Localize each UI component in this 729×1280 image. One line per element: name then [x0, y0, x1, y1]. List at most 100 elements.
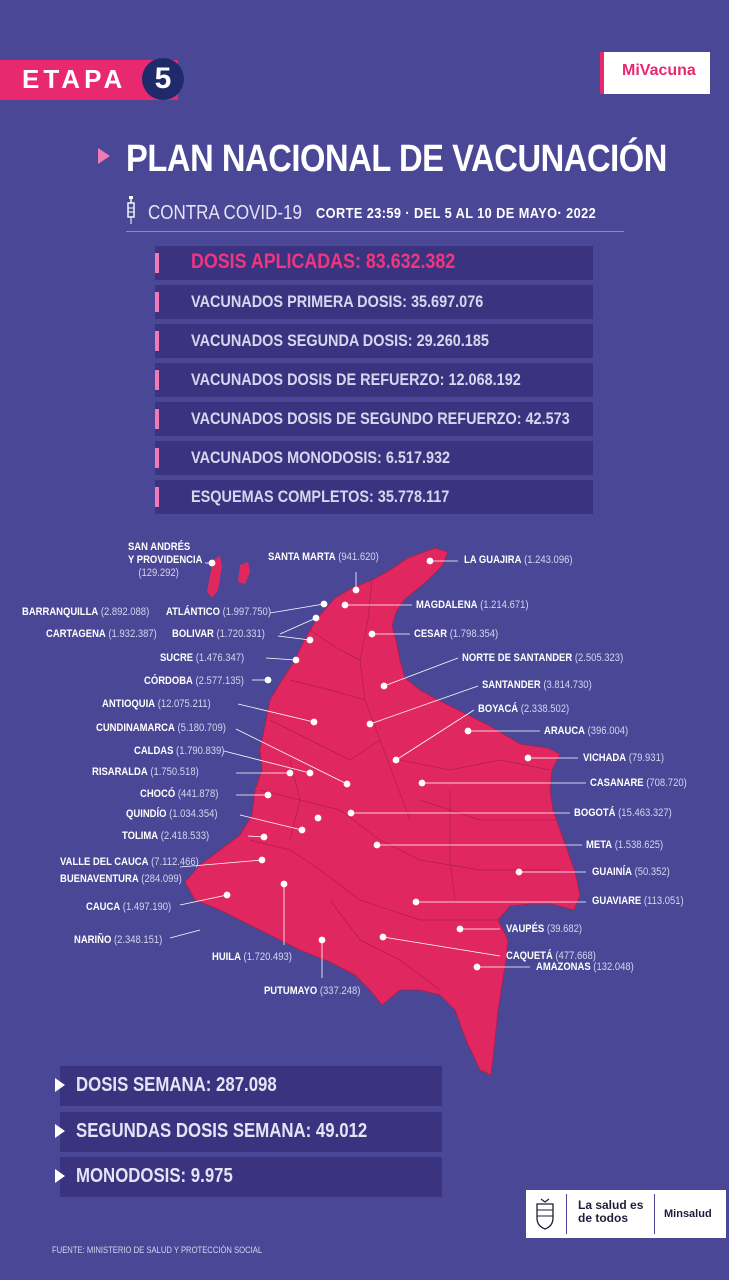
logo-divider	[566, 1194, 567, 1234]
label-name: ATLÁNTICO	[166, 606, 220, 618]
label-value: (708.720)	[646, 777, 687, 789]
label-meta: META (1.538.625)	[586, 839, 663, 851]
label-value: (441.878)	[177, 788, 219, 800]
stat-label: VACUNADOS SEGUNDA DOSIS: 29.260.185	[191, 331, 489, 350]
label-cesar: CESAR (1.798.354)	[414, 628, 498, 640]
label-value: (129.292)	[138, 567, 179, 579]
label-name: QUINDÍO	[126, 808, 167, 820]
label-name: GUAVIARE	[592, 895, 642, 907]
label-value: (39.682)	[546, 923, 583, 935]
label-name: SAN ANDRÉS	[128, 541, 191, 553]
title-arrow-icon	[98, 148, 110, 164]
label-name: CESAR	[414, 628, 448, 640]
arrow-icon	[55, 1124, 65, 1138]
label-bogota: BOGOTÁ (15.463.327)	[574, 807, 672, 819]
stat-label: VACUNADOS DOSIS DE SEGUNDO REFUERZO: 42.…	[191, 409, 570, 428]
title-divider	[126, 231, 624, 232]
providencia-island	[238, 562, 250, 584]
source-note: FUENTE: MINISTERIO DE SALUD Y PROTECCIÓN…	[52, 1245, 263, 1255]
stat-label: VACUNADOS MONODOSIS: 6.517.932	[191, 448, 451, 467]
stat-bullet	[155, 370, 159, 390]
label-value: (3.814.730)	[543, 679, 592, 691]
label-name: HUILA	[212, 951, 241, 963]
weekly-label: SEGUNDAS DOSIS SEMANA: 49.012	[76, 1120, 368, 1142]
label-name: CUNDINAMARCA	[96, 722, 175, 734]
label-la-guajira: LA GUAJIRA (1.243.096)	[464, 554, 572, 566]
label-cordoba: CÓRDOBA (2.577.135)	[144, 675, 244, 687]
label-putumayo: PUTUMAYO (337.248)	[264, 985, 360, 997]
label-name: MAGDALENA	[416, 599, 478, 611]
label-arauca: ARAUCA (396.004)	[544, 725, 628, 737]
label-value: (50.352)	[634, 866, 670, 878]
label-name: SANTA MARTA	[268, 551, 336, 563]
label-santa-marta: SANTA MARTA (941.620)	[268, 551, 379, 563]
gov-slogan: La salud es de todos	[578, 1198, 644, 1225]
label-value: (1.750.518)	[150, 766, 199, 778]
stat-label: VACUNADOS PRIMERA DOSIS: 35.697.076	[191, 292, 484, 311]
stat-monodosis: VACUNADOS MONODOSIS: 6.517.932	[155, 441, 593, 475]
logo-divider	[654, 1194, 655, 1234]
label-value: (5.180.709)	[177, 722, 226, 734]
syringe-icon	[127, 196, 135, 224]
label-name: VICHADA	[583, 752, 627, 764]
label-value: (284.099)	[141, 873, 182, 885]
stat-label: ESQUEMAS COMPLETOS: 35.778.117	[191, 487, 450, 506]
label-name: SANTANDER	[482, 679, 541, 691]
label-value: (1.720.331)	[216, 628, 265, 640]
label-name: LA GUAJIRA	[464, 554, 522, 566]
label-cundinamarca: CUNDINAMARCA (5.180.709)	[96, 722, 226, 734]
mivacuna-logo-text: MiVacuna	[622, 62, 696, 79]
label-value: (132.048)	[593, 961, 634, 973]
label-value: (1.932.387)	[108, 628, 157, 640]
label-guainia: GUAINÍA (50.352)	[592, 866, 670, 878]
label-name: ANTIOQUIA	[102, 698, 156, 710]
label-atlantico: ATLÁNTICO (1.997.750)	[166, 606, 271, 618]
label-casanare: CASANARE (708.720)	[590, 777, 687, 789]
label-quindio: QUINDÍO (1.034.354)	[126, 808, 217, 820]
gov-logo-box	[526, 1190, 726, 1238]
label-buenaventura: BUENAVENTURA (284.099)	[60, 873, 182, 885]
arrow-icon	[55, 1078, 65, 1092]
label-risaralda: RISARALDA (1.750.518)	[92, 766, 199, 778]
label-value: (1.476.347)	[195, 652, 245, 664]
label-huila: HUILA (1.720.493)	[212, 951, 292, 963]
label-name: BOGOTÁ	[574, 807, 616, 819]
label-name: AMAZONAS	[536, 961, 591, 973]
stat-primera-dosis: VACUNADOS PRIMERA DOSIS: 35.697.076	[155, 285, 593, 319]
mivacuna-logo	[600, 52, 710, 94]
label-name: BOYACÁ	[478, 703, 519, 715]
label-bolivar: BOLIVAR (1.720.331)	[172, 628, 265, 640]
label-value: (396.004)	[587, 725, 629, 737]
label-name: META	[586, 839, 613, 851]
stat-bullet	[155, 487, 159, 507]
label-barranquilla: BARRANQUILLA (2.892.088)	[22, 606, 149, 618]
san-andres-island	[207, 556, 222, 598]
label-name: CASANARE	[590, 777, 644, 789]
label-name: BARRANQUILLA	[22, 606, 99, 618]
label-cauca: CAUCA (1.497.190)	[86, 901, 171, 913]
label-guaviare: GUAVIARE (113.051)	[592, 895, 684, 907]
label-name: PUTUMAYO	[264, 985, 318, 997]
label-caldas: CALDAS (1.790.839)	[134, 745, 224, 757]
page-title: PLAN NACIONAL DE VACUNACIÓN	[126, 138, 667, 180]
label-name: SUCRE	[160, 652, 194, 664]
label-vaupes: VAUPÉS (39.682)	[506, 923, 582, 935]
label-name: NARIÑO	[74, 934, 112, 946]
label-name: CÓRDOBA	[144, 675, 193, 687]
weekly-segundas-dosis: SEGUNDAS DOSIS SEMANA: 49.012	[55, 1112, 442, 1152]
label-antioquia: ANTIOQUIA (12.075.211)	[102, 698, 211, 710]
colombia-map	[169, 547, 586, 1076]
weekly-label: MONODOSIS: 9.975	[76, 1165, 233, 1187]
label-narino: NARIÑO (2.348.151)	[74, 934, 162, 946]
label-name: GUAINÍA	[592, 866, 632, 878]
label-san-andres: SAN ANDRÉS Y PROVIDENCIA (129.292)	[128, 541, 202, 580]
label-value: (477.668)	[555, 950, 596, 962]
label-name: BOLIVAR	[172, 628, 214, 640]
label-name: CARTAGENA	[46, 628, 106, 640]
label-name: VALLE DEL CAUCA	[60, 856, 149, 868]
coat-of-arms-icon	[536, 1198, 554, 1230]
stat-bullet	[155, 409, 159, 429]
label-name: TOLIMA	[122, 830, 159, 842]
label-value: (2.505.323)	[574, 652, 624, 664]
label-choco: CHOCÓ (441.878)	[140, 788, 218, 800]
